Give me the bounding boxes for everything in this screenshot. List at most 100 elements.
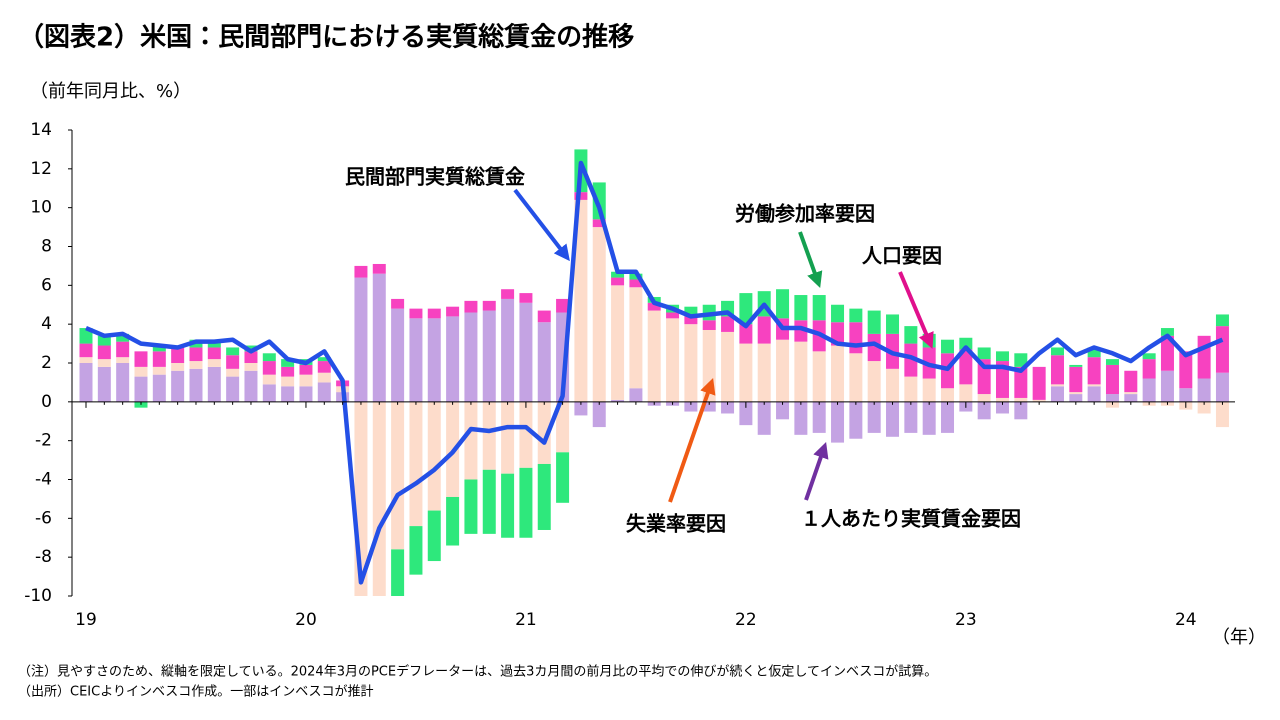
bar-segment [79,328,93,344]
x-tick-label: 23 [955,610,977,630]
bar-segment [1087,384,1101,387]
y-tick-label: -10 [24,586,52,606]
bar-segment [427,318,441,402]
bar-segment [1014,401,1028,420]
bar-segment [1197,401,1211,414]
bar-segment [684,316,698,325]
bar-segment [1087,347,1101,358]
bar-segment [886,314,900,334]
bar-segment [317,382,331,402]
bar-segment [1050,355,1064,385]
bar-segment [1105,364,1119,395]
bar-segment [611,285,625,400]
bar-segment [941,339,955,354]
bar-segment [684,306,698,317]
bar-segment [244,370,258,402]
bar-segment [299,386,313,402]
bar-segment [226,347,240,356]
chart-title: （図表2）米国：民間部門における実質総賃金の推移 [18,22,634,53]
bar-segment [776,289,790,319]
bar-segment [79,363,93,402]
bar-segment [482,401,496,470]
bar-segment [244,363,258,371]
legend-label: 労働参加率要因 [735,202,875,226]
bar-segment [1069,394,1083,402]
bar-segment [1050,384,1064,387]
x-tick-label: 22 [735,610,757,630]
bar-segment [171,347,185,363]
bar-segment [1014,397,1028,402]
y-tick-label: 10 [30,198,52,218]
bar-segment [941,401,955,433]
bar-segment [116,333,130,342]
bar-segment [519,302,533,402]
bar-segment [574,192,588,200]
bar-segment [482,469,496,534]
bar-segment [996,401,1009,414]
bar-segment [134,351,148,367]
bar-segment [244,345,258,352]
y-tick-label: 0 [41,392,52,412]
bar-segment [1124,370,1138,393]
bar-segment [152,351,166,367]
bar-segment [739,293,753,325]
bar-segment [941,388,955,402]
bar-segment [317,372,331,383]
note: （出所）CEICよりインベスコ作成。一部はインベスコが推計 [18,684,373,700]
annotation-arrow [898,271,934,349]
bar-segment [152,374,166,402]
bar-segment [281,359,295,367]
bar-segment [372,273,386,402]
bar-segment [977,401,991,420]
bar-segment [171,370,185,402]
bar-segment [1215,372,1229,402]
bar-segment [666,312,680,319]
y-tick-label: -8 [35,547,52,567]
bar-segment [886,401,900,437]
bar-segment [262,353,276,362]
y-tick-label: 12 [30,159,52,179]
bar-segment [794,295,808,321]
bar-segment [391,401,405,550]
y-tick-label: 14 [30,120,52,140]
bar-segment [867,361,881,402]
bar-segment [1197,378,1211,402]
bar-segment [629,287,643,389]
bar-segment [501,298,515,402]
bar-segment [647,310,661,402]
bar-segment [97,366,111,402]
bar-segment [262,361,276,375]
bar-segment [1069,364,1083,367]
bar-segment [739,343,753,402]
bar-segment [1105,359,1119,365]
bar-segment [849,308,863,323]
bar-segment [794,320,808,342]
bar-segment [519,467,533,538]
bar-segment [959,384,973,402]
bar-segment [391,549,405,596]
bar-segment [1069,366,1083,393]
bar-segment [776,339,790,402]
bar-segment [666,318,680,402]
bar-segment [849,401,863,439]
y-tick-label: 4 [41,314,52,334]
bar-segment [537,463,551,530]
bar-segment [537,322,551,402]
bar-segment [904,401,918,433]
bar-segment [702,320,716,330]
line-series [85,160,1224,585]
bar-segment [574,401,588,416]
bar-segment [794,401,808,435]
annotation-arrow [798,231,823,289]
bar-segment [207,359,221,367]
y-tick-label: -2 [35,431,52,451]
bar-segment [409,526,423,575]
bar-segment [409,318,423,402]
bar-segment [757,401,771,435]
bar-segment [1069,392,1083,395]
bar-segment [739,401,753,426]
bar-segment [134,366,148,377]
bar-segment [317,357,331,362]
bar-segment [592,401,606,428]
bar-segment [116,357,130,363]
